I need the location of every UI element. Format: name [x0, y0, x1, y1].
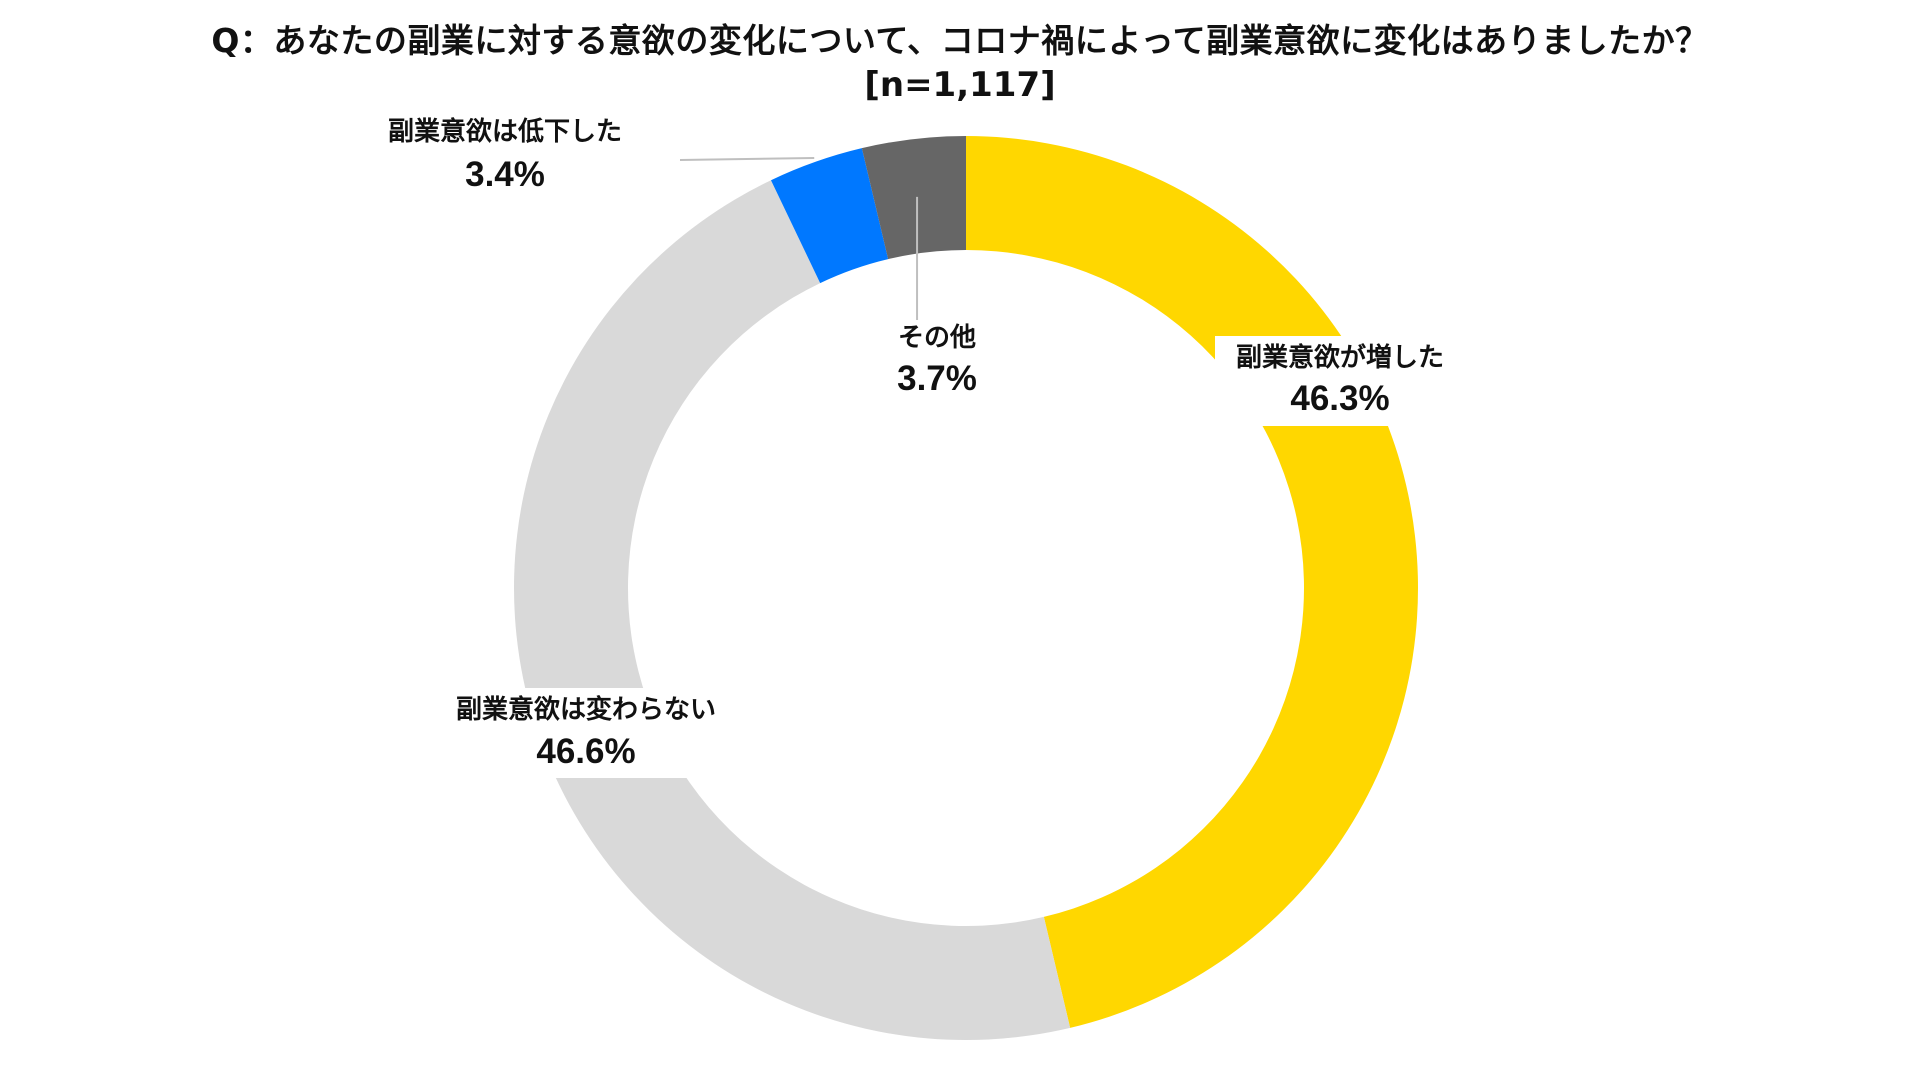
label-bg-increased	[1215, 336, 1465, 426]
slice-other	[861, 136, 966, 260]
slice-label-other: その他	[898, 323, 976, 353]
slice-increased	[966, 136, 1418, 1028]
chart-title: Q：あなたの副業に対する意欲の変化について、コロナ禍によって副業意欲に変化はあり…	[211, 21, 1709, 60]
leader-line-decreased	[679, 156, 815, 161]
slice-labels: 副業意欲が増した 46.3% 副業意欲は変わらない 46.6% 副業意欲は低下した 3.4…	[388, 116, 1465, 778]
slice-value-unchanged: 46.6%	[536, 732, 635, 771]
slice-label-increased: 副業意欲が増した	[1236, 342, 1444, 373]
slice-value-other: 3.7%	[897, 359, 977, 398]
donut-slices	[514, 136, 1418, 1040]
slice-value-increased: 46.3%	[1290, 379, 1389, 418]
leader-lines	[679, 156, 919, 320]
chart-subtitle: [n=1,117]	[864, 65, 1056, 105]
label-bg-unchanged	[408, 688, 708, 778]
slice-label-unchanged: 副業意欲は変わらない	[456, 694, 716, 725]
slice-label-decreased: 副業意欲は低下した	[388, 116, 622, 147]
slice-value-decreased: 3.4%	[465, 155, 545, 194]
slice-decreased	[770, 148, 889, 284]
slice-unchanged	[514, 180, 1071, 1040]
